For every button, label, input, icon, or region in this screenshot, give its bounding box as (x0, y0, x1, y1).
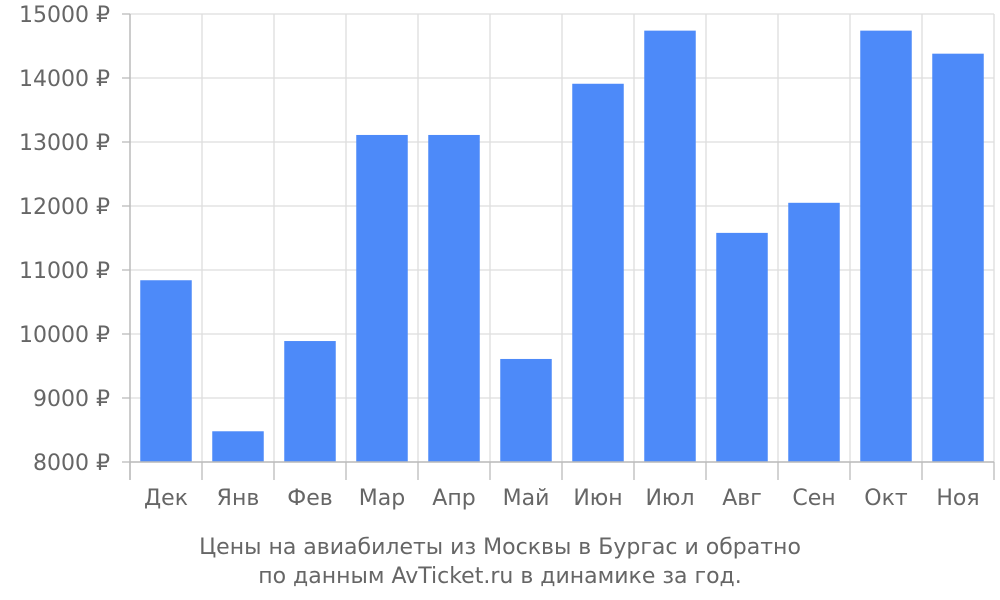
x-tick-label: Май (503, 486, 550, 511)
bar-12 (932, 53, 984, 463)
bar-9 (716, 232, 768, 462)
x-tick-label: Июл (645, 486, 694, 511)
bar-4 (356, 134, 408, 462)
bar-10 (788, 202, 840, 463)
y-tick-label: 11000 ₽ (19, 259, 110, 284)
y-tick-label: 8000 ₽ (33, 451, 110, 476)
chart-caption-line-2: по данным AvTicket.ru в динамике за год. (258, 564, 742, 589)
bar-chart: 8000 ₽ 9000 ₽ 10000 ₽ 11000 ₽ 12000 ₽ 13000 ₽… (19, 3, 995, 511)
bar-6 (500, 358, 552, 462)
bar-8 (644, 30, 696, 462)
y-tick-label: 9000 ₽ (33, 387, 110, 412)
y-tick-label: 10000 ₽ (19, 323, 110, 348)
y-tick-labels: 8000 ₽ 9000 ₽ 10000 ₽ 11000 ₽ 12000 ₽ 13000 ₽… (19, 3, 110, 476)
bar-7 (572, 83, 624, 462)
x-tick-labels: Дек Янв Фев Мар Апр Май Июн Июл Авг Сен Окт Ноя (144, 486, 980, 511)
x-tick-label: Апр (432, 486, 475, 511)
x-tick-label: Дек (144, 486, 188, 511)
grid-lines (130, 13, 995, 463)
y-tick-label: 15000 ₽ (19, 3, 110, 28)
bar-1 (140, 280, 192, 462)
bars (140, 30, 984, 463)
x-tick-label: Мар (359, 486, 405, 511)
x-tick-label: Ноя (936, 486, 979, 511)
bar-5 (428, 134, 480, 462)
x-tick-label: Июн (573, 486, 622, 511)
x-tick-label: Сен (792, 486, 835, 511)
x-tick-label: Авг (722, 486, 762, 511)
bar-2 (212, 431, 264, 462)
y-tick-label: 14000 ₽ (19, 67, 110, 92)
bar-11 (860, 30, 912, 462)
x-tick-label: Фев (287, 486, 332, 511)
bar-3 (284, 341, 336, 462)
x-tick-label: Окт (864, 486, 908, 511)
y-tick-label: 12000 ₽ (19, 195, 110, 220)
chart-caption-line-1: Цены на авиабилеты из Москвы в Бургас и … (199, 535, 801, 560)
axes (122, 13, 995, 480)
y-tick-label: 13000 ₽ (19, 131, 110, 156)
x-tick-label: Янв (217, 486, 260, 511)
